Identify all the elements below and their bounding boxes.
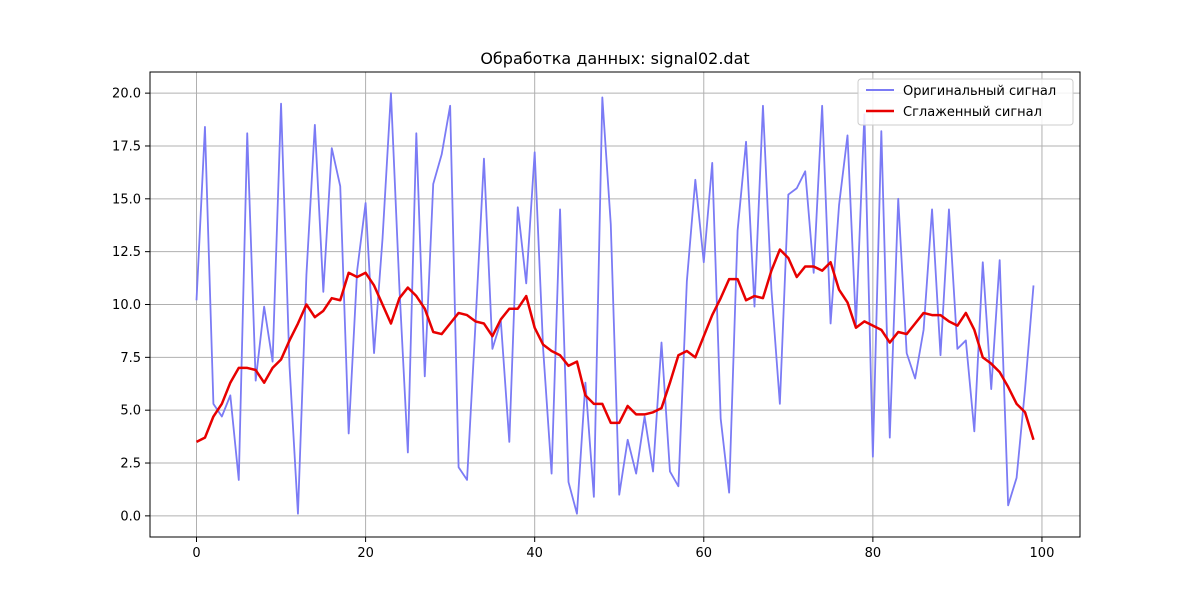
x-tick-label: 60: [695, 546, 712, 561]
legend-label-smoothed: Сглаженный сигнал: [903, 105, 1042, 120]
y-axis: 0.0 2.5 5.0 7.5 10.0 12.5 15.0 17.5 20.0: [112, 87, 150, 524]
legend-box: [857, 78, 1074, 126]
legend-label-original: Оригинальный сигнал: [903, 84, 1056, 99]
series-layer: [195, 92, 1035, 515]
y-tick-label: 17.5: [112, 139, 141, 154]
y-tick-label: 12.5: [112, 245, 141, 260]
x-tick-label: 100: [1030, 546, 1055, 561]
y-tick-label: 20.0: [112, 87, 141, 102]
y-tick-label: 2.5: [120, 457, 141, 472]
y-tick-label: 5.0: [120, 404, 141, 419]
x-axis: 0 20 40 60 80 100: [192, 537, 1054, 561]
series-smoothed-line: [195, 248, 1035, 444]
y-tick-label: 10.0: [112, 298, 141, 313]
x-tick-label: 40: [526, 546, 543, 561]
legend: Оригинальный сигнал Сглаженный сигнал: [857, 78, 1074, 126]
y-tick-label: 7.5: [120, 351, 141, 366]
x-tick-label: 80: [865, 546, 882, 561]
chart-title: Обработка данных: signal02.dat: [480, 49, 749, 68]
y-tick-label: 0.0: [120, 509, 141, 524]
series-original-line: [195, 92, 1035, 515]
x-tick-label: 20: [357, 546, 374, 561]
x-tick-label: 0: [192, 546, 200, 561]
y-tick-label: 15.0: [112, 192, 141, 207]
